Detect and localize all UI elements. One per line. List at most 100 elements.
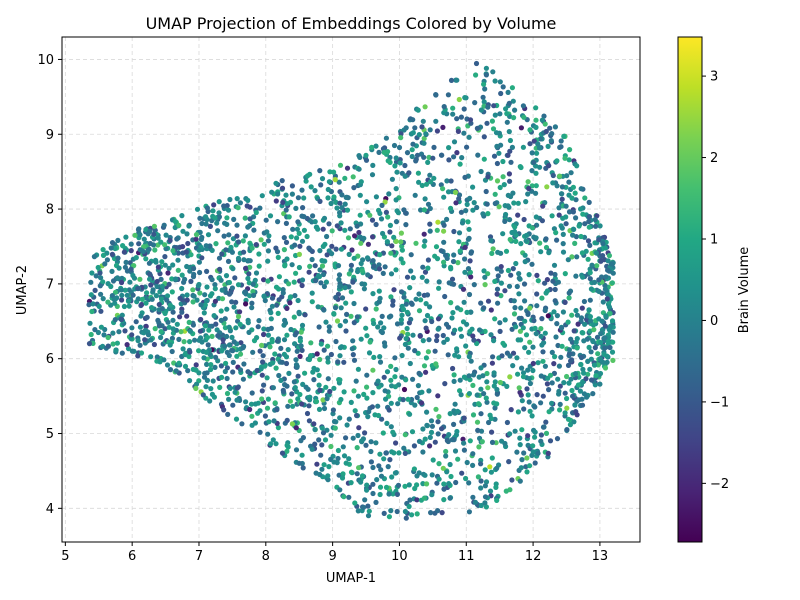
scatter-point	[553, 230, 559, 236]
scatter-point	[441, 194, 447, 200]
scatter-point	[219, 251, 225, 257]
scatter-point	[377, 252, 383, 258]
scatter-point	[474, 392, 480, 398]
scatter-point	[451, 228, 457, 235]
scatter-point	[452, 448, 459, 454]
scatter-point	[142, 327, 149, 333]
scatter-point	[507, 137, 513, 144]
scatter-point	[572, 190, 578, 196]
scatter-point	[422, 472, 428, 478]
scatter-point	[444, 469, 450, 475]
scatter-point	[202, 323, 208, 329]
scatter-point	[401, 294, 407, 300]
scatter-point	[520, 374, 527, 380]
scatter-point	[359, 268, 365, 274]
scatter-point	[551, 226, 558, 232]
scatter-point	[514, 283, 520, 290]
scatter-point	[538, 432, 545, 438]
scatter-point	[571, 419, 577, 425]
scatter-point	[494, 465, 500, 471]
scatter-point	[458, 114, 464, 120]
scatter-point	[108, 245, 114, 251]
scatter-point	[379, 416, 385, 422]
scatter-point	[465, 219, 471, 225]
scatter-point	[224, 215, 230, 221]
scatter-point	[328, 443, 334, 450]
scatter-point	[323, 279, 329, 285]
scatter-point	[345, 235, 352, 241]
scatter-point	[147, 228, 153, 234]
scatter-point	[482, 500, 488, 506]
scatter-point	[170, 262, 176, 268]
scatter-point	[224, 375, 230, 382]
scatter-point	[491, 400, 497, 406]
scatter-point	[393, 267, 399, 273]
x-tick-label: 6	[128, 549, 136, 564]
scatter-point	[364, 482, 370, 488]
scatter-point	[193, 232, 200, 238]
scatter-point	[213, 241, 219, 247]
scatter-point	[281, 351, 287, 357]
scatter-point	[579, 305, 585, 311]
scatter-point	[560, 249, 567, 255]
scatter-point	[403, 515, 409, 521]
scatter-point	[394, 169, 400, 175]
scatter-point	[378, 467, 384, 473]
scatter-point	[175, 257, 181, 263]
scatter-point	[204, 268, 210, 274]
scatter-point	[427, 228, 433, 234]
scatter-point	[86, 341, 93, 347]
scatter-point	[86, 302, 92, 308]
scatter-point	[464, 144, 470, 150]
scatter-point	[266, 419, 272, 425]
scatter-point	[137, 342, 143, 348]
scatter-point	[568, 170, 574, 176]
scatter-point	[552, 271, 558, 278]
scatter-point	[182, 363, 189, 369]
scatter-point	[190, 366, 196, 372]
scatter-point	[253, 270, 260, 276]
scatter-point	[547, 125, 553, 131]
scatter-point	[393, 186, 399, 192]
scatter-point	[529, 261, 535, 267]
scatter-point	[175, 267, 181, 273]
scatter-point	[180, 346, 186, 352]
scatter-point	[434, 333, 440, 339]
scatter-point	[561, 380, 567, 386]
scatter-point	[521, 281, 528, 287]
scatter-point	[216, 199, 222, 205]
scatter-point	[488, 332, 494, 338]
scatter-point	[479, 439, 485, 445]
scatter-point	[325, 477, 331, 483]
scatter-point	[371, 263, 377, 269]
scatter-point	[376, 266, 383, 272]
scatter-point	[142, 337, 148, 343]
scatter-point	[548, 270, 554, 276]
scatter-point	[607, 344, 613, 351]
scatter-point	[538, 400, 544, 406]
scatter-point	[133, 319, 139, 325]
scatter-point	[507, 353, 513, 359]
scatter-point	[505, 152, 511, 158]
scatter-point	[393, 470, 399, 476]
scatter-point	[208, 362, 214, 368]
x-tick-label: 11	[458, 549, 475, 564]
scatter-point	[478, 478, 484, 484]
scatter-point	[525, 392, 531, 398]
scatter-point	[314, 461, 320, 467]
scatter-point	[185, 240, 191, 247]
scatter-point	[172, 219, 179, 225]
scatter-point	[88, 279, 94, 285]
scatter-point	[393, 219, 400, 225]
scatter-point	[284, 442, 290, 448]
scatter-point	[578, 233, 584, 240]
scatter-point	[562, 390, 568, 396]
scatter-point	[453, 479, 459, 486]
scatter-point	[262, 363, 268, 369]
scatter-point	[328, 351, 334, 358]
scatter-point	[274, 302, 280, 308]
scatter-point	[600, 299, 606, 305]
scatter-point	[461, 447, 467, 453]
scatter-point	[388, 377, 394, 383]
scatter-point	[518, 164, 524, 171]
